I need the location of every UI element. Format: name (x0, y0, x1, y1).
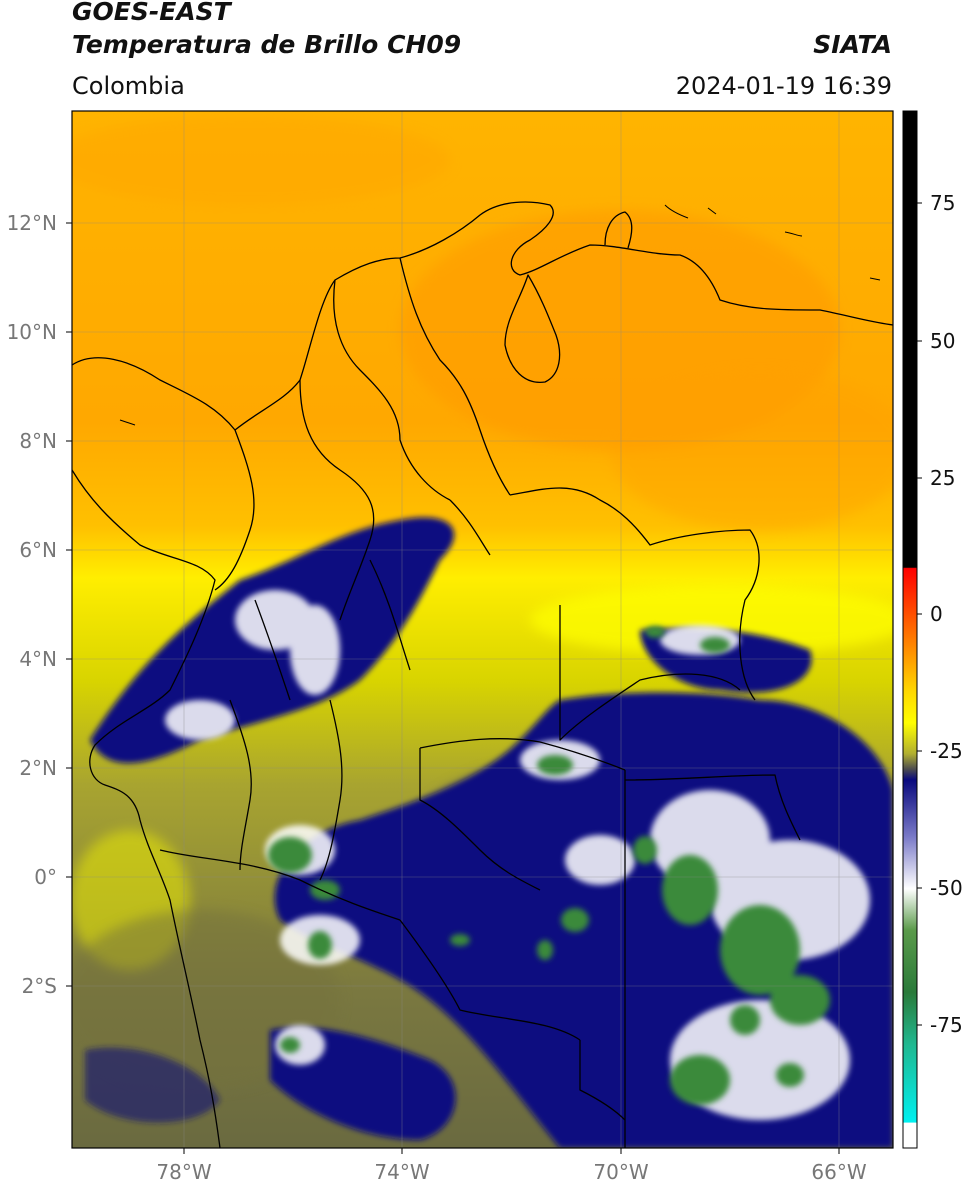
colorbar-label-minus50: -50 (930, 876, 963, 900)
colorbar-label-75: 75 (930, 191, 956, 215)
lon-label-74w: 74°W (374, 1160, 430, 1184)
colorbar-label-25: 25 (930, 466, 956, 490)
organization-label: SIATA (813, 30, 892, 59)
colorbar-label-50: 50 (930, 329, 956, 353)
colorbar-label-0: 0 (930, 602, 943, 626)
lat-label-2n: 2°N (19, 756, 57, 780)
satellite-imagery (72, 111, 893, 1148)
lat-label-0: 0° (34, 865, 57, 889)
lat-label-2s: 2°S (21, 974, 57, 998)
colorbar (902, 110, 918, 1149)
lat-label-10n: 10°N (6, 320, 57, 344)
colorbar-label-minus25: -25 (930, 739, 963, 763)
colorbar-ticks (917, 202, 922, 1026)
title-line-2: Temperatura de Brillo CH09 (72, 30, 462, 59)
lat-label-12n: 12°N (6, 211, 57, 235)
map-gridlines (72, 111, 893, 1148)
colorbar-label-minus75: -75 (930, 1013, 963, 1037)
lon-label-66w: 66°W (811, 1160, 867, 1184)
map-frame (71, 110, 894, 1149)
datetime-label: 2024-01-19 16:39 (675, 72, 892, 100)
lat-label-6n: 6°N (19, 538, 57, 562)
country-borders (72, 201, 893, 1148)
lon-label-70w: 70°W (593, 1160, 649, 1184)
lat-label-8n: 8°N (19, 429, 57, 453)
lat-label-4n: 4°N (19, 647, 57, 671)
title-line-1: GOES-EAST (72, 0, 231, 26)
lon-label-78w: 78°W (156, 1160, 212, 1184)
region-label: Colombia (72, 72, 185, 100)
